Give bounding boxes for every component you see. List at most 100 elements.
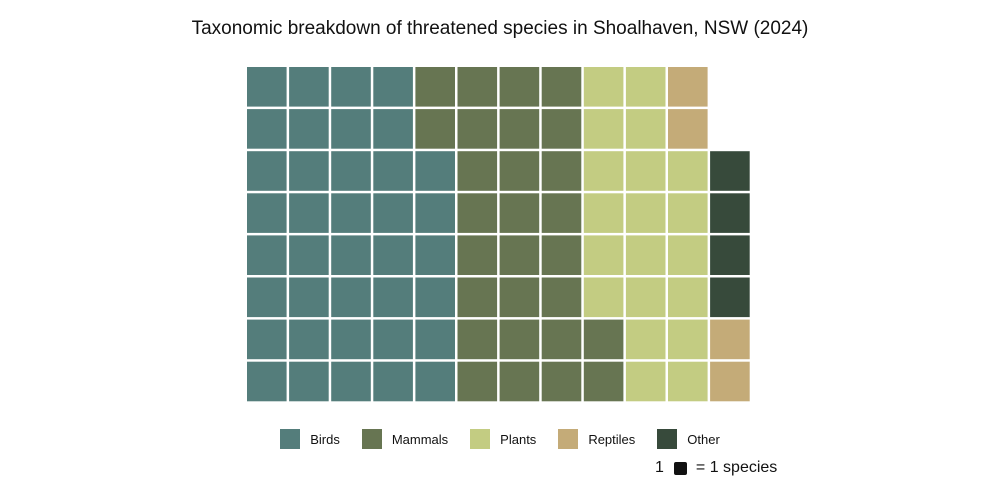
legend-swatch — [280, 429, 301, 449]
waffle-cell-plants — [583, 151, 624, 191]
legend-item-other: Other — [657, 429, 720, 449]
waffle-cell-reptiles — [668, 67, 708, 107]
waffle-cell-birds — [247, 109, 287, 149]
waffle-cell-plants — [583, 235, 624, 275]
waffle-cell-mammals — [415, 109, 455, 149]
waffle-cell-mammals — [541, 277, 582, 318]
waffle-cell-plants — [625, 361, 666, 402]
waffle-cell-birds — [289, 109, 329, 149]
waffle-cell-mammals — [457, 277, 498, 318]
waffle-cell-mammals — [457, 67, 498, 107]
waffle-cell-mammals — [457, 361, 498, 402]
waffle-cell-plants — [625, 235, 666, 275]
waffle-cell-mammals — [499, 319, 540, 360]
waffle-cell-other — [710, 193, 750, 233]
unit-text: = 1 species — [695, 459, 778, 476]
waffle-cell-mammals — [499, 151, 540, 191]
waffle-cell-plants — [668, 151, 708, 191]
waffle-cell-mammals — [457, 109, 498, 149]
waffle-cell-other — [710, 151, 750, 191]
waffle-cell-reptiles — [710, 361, 750, 402]
waffle-cell-mammals — [457, 235, 498, 275]
waffle-cell-birds — [289, 151, 329, 191]
waffle-cell-mammals — [499, 67, 540, 107]
waffle-cell-plants — [668, 277, 708, 318]
waffle-cell-reptiles — [668, 109, 708, 149]
waffle-cell-mammals — [541, 151, 582, 191]
waffle-cell-birds — [415, 193, 455, 233]
waffle-cell-plants — [668, 235, 708, 275]
legend-item-reptiles: Reptiles — [558, 429, 635, 449]
waffle-cell-mammals — [499, 109, 540, 149]
legend-item-mammals: Mammals — [361, 429, 449, 449]
waffle-cell-plants — [625, 151, 666, 191]
unit-note: 1 = 1 species — [655, 459, 777, 477]
waffle-cell-birds — [415, 361, 455, 402]
legend-item-birds: Birds — [280, 429, 340, 449]
waffle-cell-plants — [583, 277, 624, 318]
waffle-cell-birds — [373, 67, 413, 107]
waffle-cell-birds — [247, 361, 287, 402]
legend: Birds Mammals Plants Reptiles Other — [0, 429, 1000, 449]
waffle-cell-plants — [625, 319, 666, 360]
waffle-cell-birds — [373, 235, 413, 275]
waffle-cell-mammals — [541, 193, 582, 233]
unit-square-icon — [673, 461, 687, 475]
legend-label: Plants — [500, 431, 537, 447]
legend-label: Other — [687, 431, 720, 447]
waffle-cell-birds — [289, 235, 329, 275]
waffle-cell-mammals — [457, 151, 498, 191]
waffle-cell-birds — [415, 277, 455, 318]
waffle-cell-birds — [415, 151, 455, 191]
waffle-cell-other — [710, 235, 750, 275]
waffle-grid — [247, 67, 750, 402]
legend-label: Mammals — [391, 431, 449, 447]
waffle-cell-birds — [289, 67, 329, 107]
chart-title: Taxonomic breakdown of threatened specie… — [191, 18, 809, 39]
waffle-cell-birds — [373, 277, 413, 318]
waffle-cell-mammals — [541, 361, 582, 402]
waffle-cell-birds — [373, 151, 413, 191]
waffle-cell-birds — [331, 319, 371, 360]
legend-swatch — [558, 429, 579, 449]
waffle-cell-birds — [289, 277, 329, 318]
waffle-cell-mammals — [541, 67, 582, 107]
waffle-cell-plants — [625, 67, 666, 107]
waffle-cell-birds — [331, 67, 371, 107]
waffle-cell-mammals — [499, 361, 540, 402]
waffle-cell-plants — [668, 361, 708, 402]
legend-swatch — [361, 429, 382, 449]
waffle-cell-birds — [247, 67, 287, 107]
waffle-cell-mammals — [541, 319, 582, 360]
waffle-cell-birds — [247, 235, 287, 275]
waffle-cell-mammals — [457, 319, 498, 360]
unit-count: 1 — [655, 459, 664, 476]
waffle-cell-birds — [373, 361, 413, 402]
legend-label: Birds — [310, 431, 340, 447]
waffle-cell-mammals — [583, 361, 624, 402]
waffle-cell-mammals — [541, 109, 582, 149]
waffle-cell-mammals — [457, 193, 498, 233]
waffle-cell-reptiles — [710, 319, 750, 360]
waffle-cell-plants — [625, 193, 666, 233]
waffle-cell-mammals — [499, 235, 540, 275]
waffle-cell-birds — [331, 193, 371, 233]
waffle-cell-mammals — [541, 235, 582, 275]
waffle-cell-birds — [373, 193, 413, 233]
legend-label: Reptiles — [588, 431, 636, 447]
waffle-cell-birds — [289, 193, 329, 233]
waffle-cell-birds — [247, 151, 287, 191]
waffle-cell-plants — [668, 319, 708, 360]
waffle-cell-birds — [289, 319, 329, 360]
waffle-cell-other — [710, 277, 750, 318]
waffle-cell-birds — [415, 235, 455, 275]
legend-swatch — [470, 429, 491, 449]
waffle-cell-birds — [331, 235, 371, 275]
waffle-cell-birds — [247, 319, 287, 360]
waffle-cell-plants — [668, 193, 708, 233]
waffle-cell-mammals — [499, 193, 540, 233]
waffle-cell-plants — [625, 109, 666, 149]
waffle-cell-birds — [373, 319, 413, 360]
waffle-cell-mammals — [415, 67, 455, 107]
waffle-cell-plants — [625, 277, 666, 318]
